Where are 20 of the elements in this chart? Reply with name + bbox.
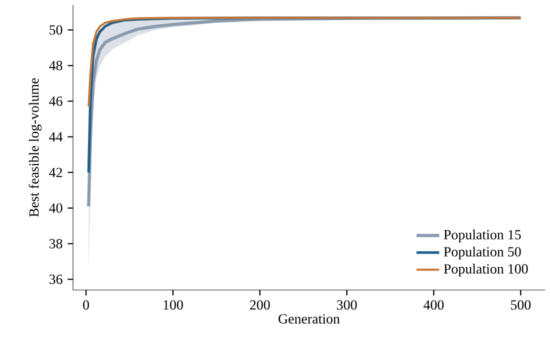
x-axis-title: Generation: [278, 314, 340, 324]
x-tick-label: 500: [511, 300, 531, 310]
y-tick-label: 38: [49, 238, 62, 248]
y-tick-label: 44: [49, 132, 63, 142]
x-tick-label: 200: [250, 300, 270, 310]
y-tick-label: 48: [49, 60, 62, 70]
y-tick-label: 50: [50, 25, 62, 35]
line-series: [88, 16, 522, 108]
legend-label: Population 100: [444, 264, 528, 276]
y-tick-label: 40: [49, 203, 62, 213]
y-tick-label: 42: [49, 168, 62, 178]
y-tick-label: 36: [49, 274, 62, 284]
x-tick-label: 0: [83, 300, 89, 310]
legend-label: Population 15: [444, 230, 521, 242]
legend-label: Population 50: [444, 246, 521, 260]
x-tick-label: 100: [164, 300, 183, 310]
y-tick-label: 46: [49, 96, 62, 106]
x-tick-label: 300: [337, 300, 357, 310]
x-tick-label: 400: [424, 300, 444, 310]
y-axis-title: Best feasible log-volume: [28, 78, 42, 217]
